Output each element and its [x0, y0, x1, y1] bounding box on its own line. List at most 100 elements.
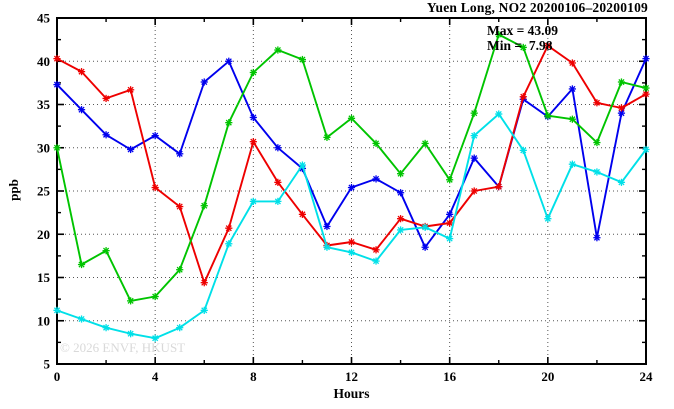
- marker-green: [53, 144, 61, 151]
- marker-red: [397, 215, 404, 222]
- marker-red: [176, 203, 183, 210]
- marker-green: [225, 119, 232, 126]
- marker-red: [544, 42, 551, 49]
- marker-blue: [593, 234, 600, 241]
- marker-green: [544, 112, 551, 119]
- marker-cyan: [103, 324, 110, 331]
- marker-red: [372, 246, 380, 253]
- marker-green: [78, 261, 85, 268]
- marker-red: [495, 183, 502, 190]
- marker-cyan: [225, 240, 232, 247]
- marker-cyan: [78, 315, 85, 323]
- y-tick-label: 10: [37, 313, 50, 328]
- marker-cyan: [176, 324, 183, 331]
- x-tick-label: 20: [541, 369, 554, 384]
- marker-cyan: [250, 198, 257, 205]
- marker-blue: [201, 78, 208, 86]
- marker-cyan: [299, 161, 306, 169]
- watermark: © 2026 ENVF, HKUST: [60, 340, 186, 355]
- max-value-label: Max = 43.09: [487, 23, 559, 38]
- marker-red: [103, 95, 110, 102]
- marker-green: [397, 170, 404, 177]
- marker-blue: [250, 114, 257, 121]
- marker-green: [593, 139, 600, 146]
- marker-red: [53, 55, 61, 62]
- marker-blue: [372, 175, 380, 182]
- marker-green: [372, 140, 380, 147]
- marker-blue: [348, 184, 355, 191]
- x-tick-label: 8: [250, 369, 257, 384]
- max-min-annotation: Max = 43.09 Min = 7.98: [487, 23, 559, 53]
- y-tick-label: 5: [44, 357, 51, 372]
- marker-red: [593, 99, 600, 106]
- marker-green: [323, 134, 331, 141]
- marker-red: [642, 91, 650, 98]
- marker-blue: [471, 155, 478, 162]
- marker-blue: [618, 110, 625, 117]
- marker-green: [176, 266, 183, 273]
- marker-blue: [176, 150, 183, 157]
- x-tick-label: 0: [54, 369, 61, 384]
- y-tick-label: 40: [37, 54, 50, 69]
- marker-blue: [397, 189, 404, 196]
- marker-red: [471, 187, 478, 195]
- marker-cyan: [593, 168, 600, 176]
- x-tick-label: 4: [152, 369, 159, 384]
- marker-cyan: [446, 235, 453, 242]
- marker-cyan: [422, 224, 429, 231]
- marker-red: [520, 93, 527, 100]
- y-tick-label: 30: [37, 140, 50, 155]
- marker-green: [152, 293, 159, 300]
- x-axis-label: Hours: [333, 386, 370, 401]
- marker-blue: [53, 81, 61, 88]
- marker-cyan: [471, 132, 478, 139]
- marker-cyan: [323, 244, 331, 251]
- y-tick-label: 35: [37, 97, 51, 112]
- marker-blue: [127, 146, 134, 153]
- y-tick-label: 45: [37, 11, 51, 26]
- y-tick-label: 15: [37, 270, 51, 285]
- marker-green: [495, 31, 502, 38]
- marker-cyan: [201, 307, 208, 314]
- marker-cyan: [397, 226, 404, 233]
- series-line-red: [56, 44, 647, 284]
- marker-red: [446, 219, 453, 227]
- marker-red: [569, 59, 576, 67]
- marker-green: [471, 110, 478, 117]
- marker-red: [127, 86, 134, 93]
- marker-blue: [422, 244, 429, 251]
- min-value-label: Min = 7.98: [487, 37, 553, 53]
- marker-green: [103, 247, 110, 254]
- marker-blue: [569, 85, 576, 92]
- y-tick-label: 25: [37, 184, 51, 199]
- marker-red: [348, 238, 355, 246]
- marker-blue: [103, 131, 110, 138]
- marker-green: [642, 85, 650, 92]
- x-tick-label: 24: [640, 369, 654, 384]
- marker-green: [250, 69, 257, 76]
- marker-cyan: [372, 258, 380, 265]
- marker-green: [201, 202, 208, 209]
- marker-cyan: [127, 330, 134, 337]
- marker-green: [569, 116, 576, 123]
- marker-red: [274, 179, 281, 186]
- marker-green: [520, 44, 527, 51]
- y-axis-label: ppb: [6, 179, 21, 201]
- marker-cyan: [642, 146, 650, 153]
- marker-blue: [152, 132, 159, 139]
- marker-cyan: [569, 161, 576, 168]
- marker-red: [152, 184, 159, 191]
- y-tick-label: 20: [37, 227, 50, 242]
- marker-green: [348, 115, 355, 122]
- marker-red: [225, 225, 232, 232]
- marker-cyan: [274, 198, 281, 205]
- marker-green: [274, 46, 281, 54]
- marker-red: [78, 68, 85, 75]
- marker-cyan: [520, 147, 527, 154]
- marker-green: [618, 78, 625, 86]
- marker-blue: [225, 58, 232, 65]
- chart-title: Yuen Long, NO2 20200106–20200109: [426, 0, 648, 15]
- marker-green: [299, 56, 306, 63]
